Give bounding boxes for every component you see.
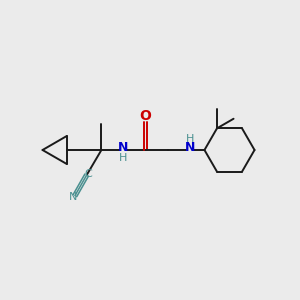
Text: O: O [140, 109, 152, 122]
Text: C: C [84, 169, 92, 179]
Text: H: H [186, 134, 194, 144]
Text: N: N [69, 192, 78, 202]
Text: N: N [118, 141, 129, 154]
Text: N: N [184, 141, 195, 154]
Text: H: H [119, 153, 128, 163]
